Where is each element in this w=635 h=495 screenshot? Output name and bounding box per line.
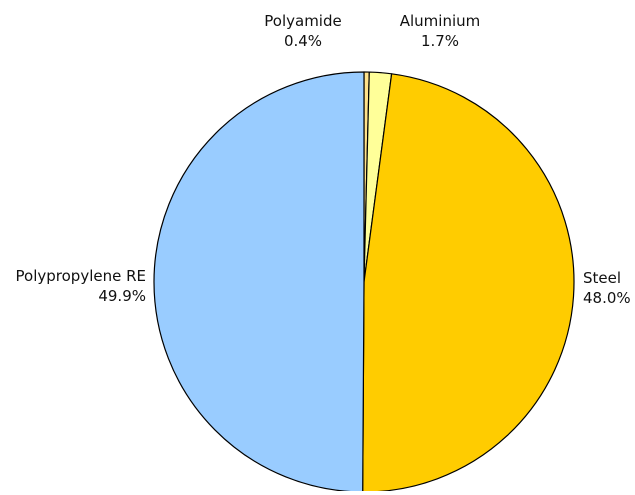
- slice-percent-steel: 48.0%: [583, 289, 631, 307]
- pie-slice-polypropylene-re: [153, 71, 365, 493]
- slice-percent-polyamide: 0.4%: [284, 32, 322, 50]
- pie-slice-steel: [362, 73, 575, 493]
- slice-percent-aluminium: 1.7%: [421, 32, 459, 50]
- slice-label-polyamide: Polyamide: [264, 12, 341, 30]
- slice-label-aluminium: Aluminium: [400, 12, 481, 30]
- slice-percent-polypropylene-re: 49.9%: [98, 287, 146, 305]
- slice-label-steel: Steel: [583, 269, 621, 287]
- slice-label-polypropylene-re: Polypropylene RE: [16, 267, 146, 285]
